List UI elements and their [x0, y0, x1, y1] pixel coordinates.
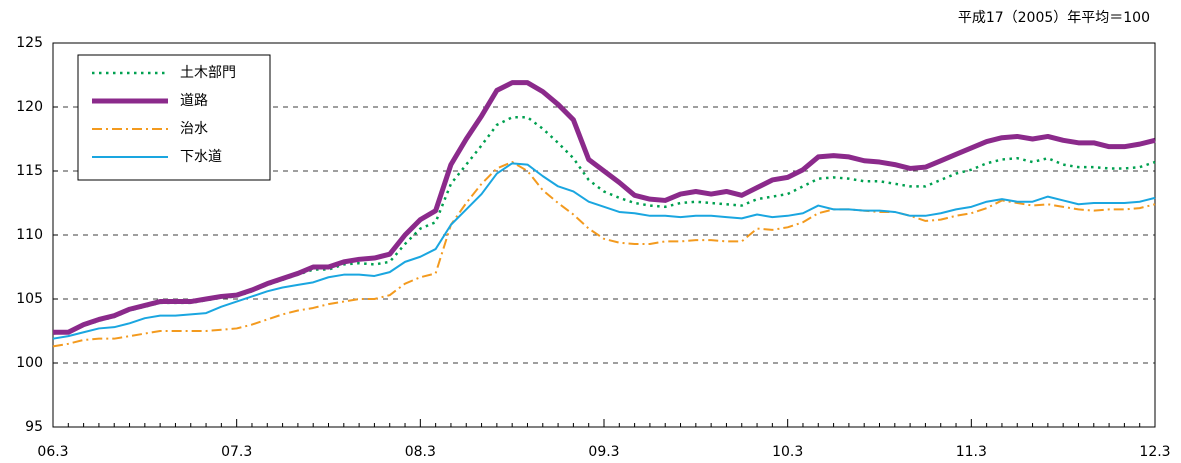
series-line [52, 162, 1156, 340]
series-line [52, 161, 1156, 348]
legend-label: 下水道 [180, 149, 222, 165]
legend-box [77, 54, 271, 181]
legend-label: 道路 [180, 93, 208, 109]
y-tick-label: 115 [16, 163, 43, 179]
chart-note: 平成17（2005）年平均＝100 [958, 10, 1150, 26]
y-tick-label: 105 [16, 291, 43, 307]
x-tick-label: 06.3 [37, 444, 68, 460]
y-tick-label: 95 [25, 419, 43, 435]
x-tick-label: 09.3 [588, 444, 619, 460]
legend-label: 治水 [180, 121, 208, 137]
x-tick-label: 10.3 [772, 444, 803, 460]
x-tick-label: 12.3 [1139, 444, 1170, 460]
y-tick-label: 110 [16, 227, 43, 243]
x-tick-label: 11.3 [956, 444, 987, 460]
y-tick-label: 120 [16, 99, 43, 115]
series-line [53, 80, 1156, 335]
legend-label: 土木部門 [180, 65, 236, 81]
x-tick-label: 08.3 [405, 444, 436, 460]
y-tick-label: 100 [16, 355, 43, 371]
x-tick-label: 07.3 [221, 444, 252, 460]
y-tick-label: 125 [16, 35, 43, 51]
